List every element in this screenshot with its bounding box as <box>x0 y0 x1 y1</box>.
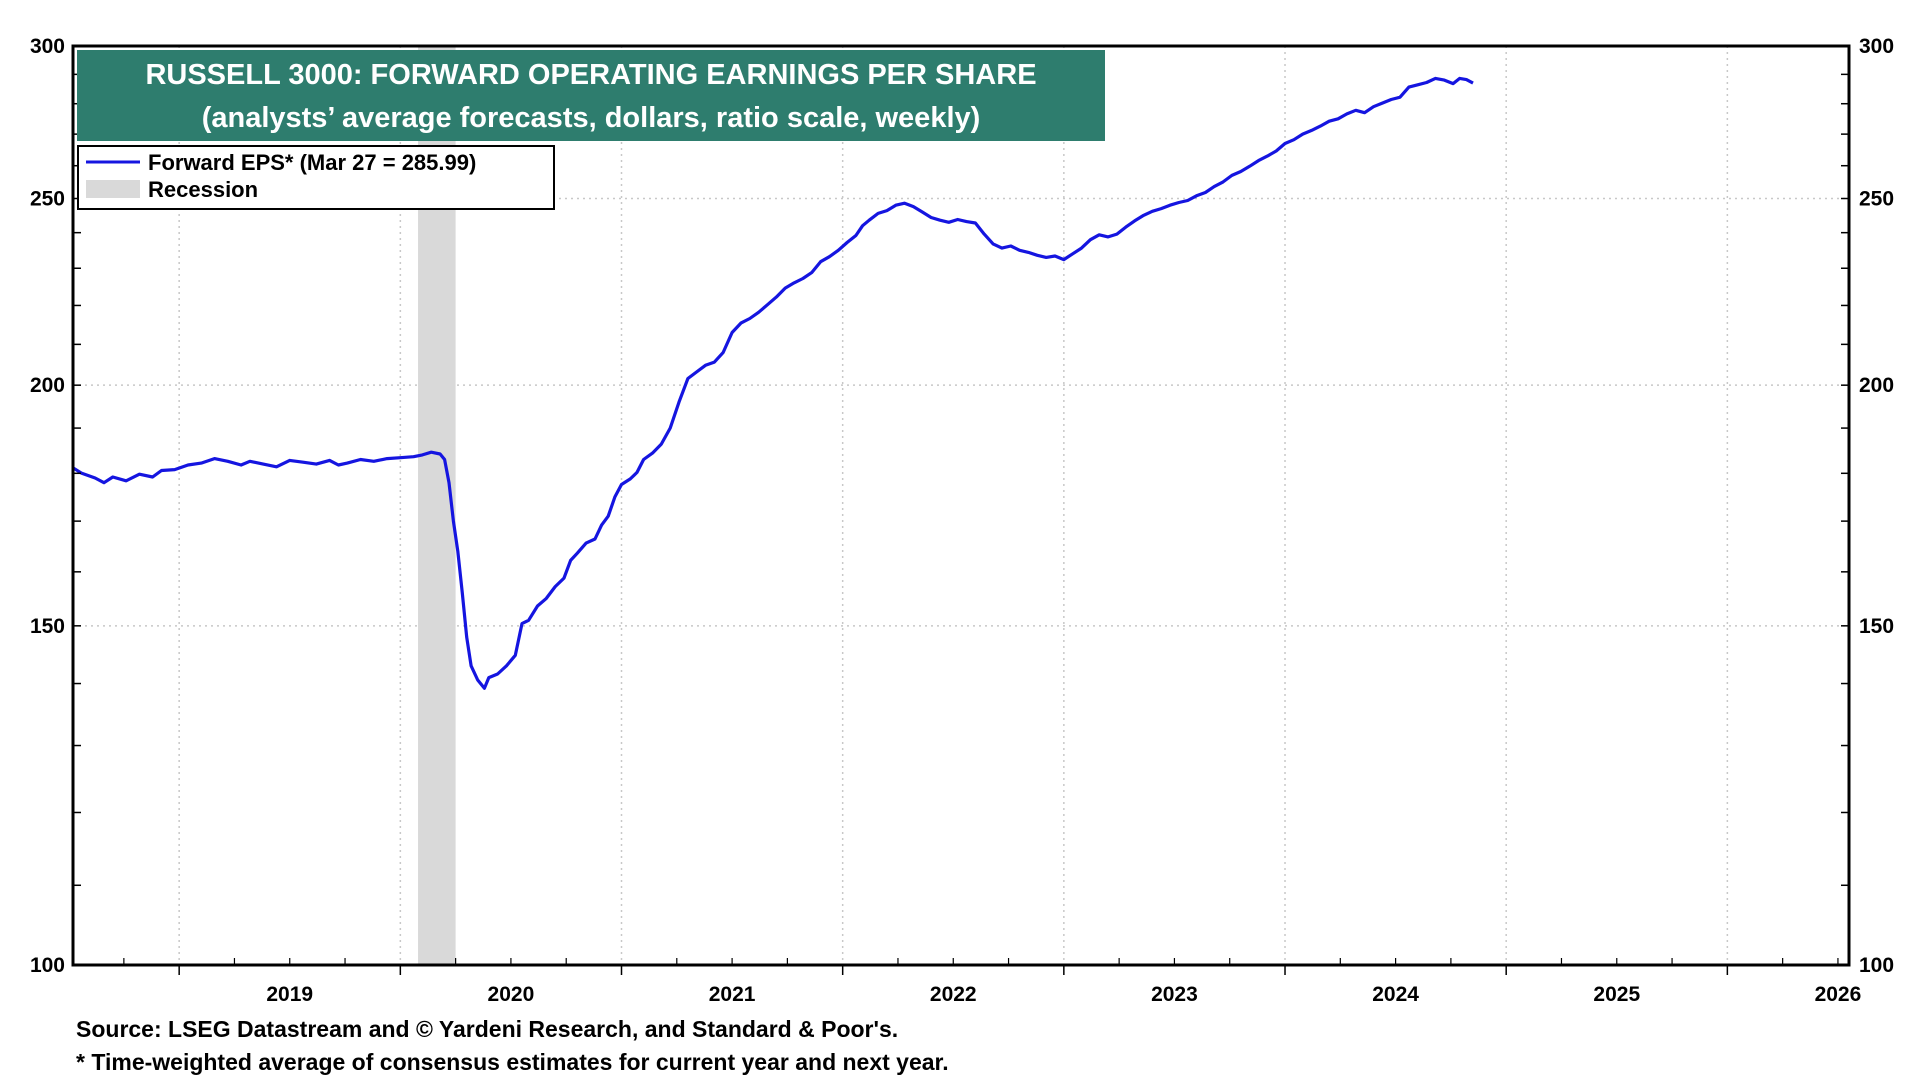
plot-frame <box>71 44 1851 967</box>
legend-recession-swatch <box>86 180 140 198</box>
x-tick-label: 2022 <box>930 983 977 1006</box>
chart-subtitle: (analysts’ average forecasts, dollars, r… <box>202 102 981 134</box>
title-background <box>77 50 1105 141</box>
y-tick-label-right: 150 <box>1859 615 1894 638</box>
y-tick-label-left: 300 <box>30 35 65 58</box>
y-tick-label-left: 150 <box>30 615 65 638</box>
chart-title: RUSSELL 3000: FORWARD OPERATING EARNINGS… <box>145 59 1036 91</box>
source-note: Source: LSEG Datastream and © Yardeni Re… <box>76 1016 899 1042</box>
axis-labels: 100 100 150 150 200 200 250 250 300 300 2019 2020 20… <box>30 35 1894 1006</box>
series-layer <box>72 76 1474 690</box>
y-tick-label-left: 200 <box>30 374 65 397</box>
x-tick-label: 2026 <box>1815 983 1862 1006</box>
legend-box <box>77 145 555 210</box>
x-tick-label: 2023 <box>1151 983 1198 1006</box>
legend: Forward EPS* (Mar 27 = 285.99) Recession <box>77 145 555 210</box>
y-tick-label-left: 250 <box>30 188 65 211</box>
y-tick-label-right: 100 <box>1859 954 1894 977</box>
legend-label-recession: Recession <box>148 177 258 202</box>
y-tick-label-right: 200 <box>1859 374 1894 397</box>
title-box: RUSSELL 3000: FORWARD OPERATING EARNINGS… <box>77 50 1105 141</box>
footnote: * Time-weighted average of consensus est… <box>76 1049 949 1075</box>
x-tick-label: 2020 <box>488 983 535 1006</box>
y-tick-label-right: 250 <box>1859 188 1894 211</box>
y-tick-label-left: 100 <box>30 954 65 977</box>
x-tick-label: 2024 <box>1372 983 1419 1006</box>
x-tick-label: 2019 <box>266 983 313 1006</box>
x-tick-label: 2025 <box>1593 983 1640 1006</box>
y-tick-label-right: 300 <box>1859 35 1894 58</box>
legend-label-forward-eps: Forward EPS* (Mar 27 = 285.99) <box>148 150 476 175</box>
series-line-forward-eps <box>72 76 1474 690</box>
x-tick-label: 2021 <box>709 983 756 1006</box>
